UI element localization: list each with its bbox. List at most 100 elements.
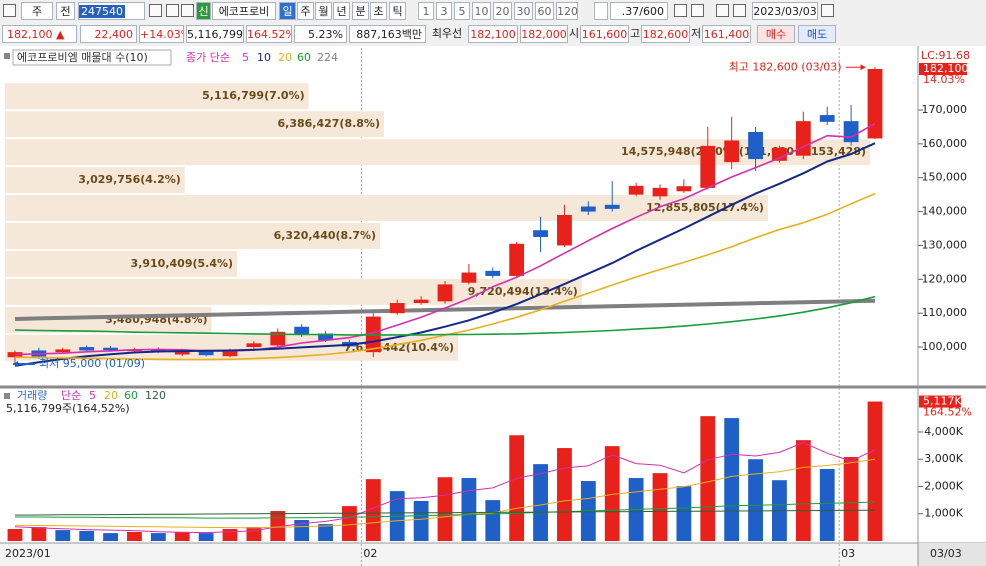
last-volume-rate: 164.52% <box>923 406 972 419</box>
tool-icon[interactable] <box>716 4 729 17</box>
candle-body <box>772 147 787 161</box>
volume-bar <box>318 524 333 541</box>
interval-button[interactable]: 5 <box>454 2 470 20</box>
volume-ratio: 164.52% <box>246 25 292 43</box>
interval-button[interactable]: 1 <box>418 2 434 20</box>
interval-button[interactable]: 3 <box>436 2 452 20</box>
x-tick-label: 02 <box>363 547 377 560</box>
menu-icon[interactable] <box>3 4 16 17</box>
candle-body <box>604 204 620 209</box>
x-axis-band <box>0 543 986 566</box>
profile-bar <box>5 111 384 138</box>
period-button[interactable]: 년 <box>333 2 350 20</box>
ma-line <box>14 142 876 367</box>
legend-entry: 20 <box>278 51 292 64</box>
candle-body <box>557 214 572 246</box>
candle-body <box>150 349 166 352</box>
profile-bar <box>5 278 582 305</box>
interval-button[interactable]: 60 <box>535 2 554 20</box>
dropdown-icon[interactable] <box>181 4 194 17</box>
volume-bar <box>533 464 548 541</box>
volume-bar <box>867 401 883 541</box>
volume-bar <box>485 500 501 541</box>
period-button[interactable]: 일 <box>279 2 296 20</box>
last-volume-label: 5,117K <box>923 395 962 408</box>
interval-button[interactable]: 30 <box>514 2 533 20</box>
volume-bar <box>198 533 214 541</box>
volume-ma-line <box>14 442 876 534</box>
volume-ma-line <box>14 458 876 529</box>
period-button[interactable]: 분 <box>352 2 369 20</box>
profile-label: 6,386,427(8.8%) <box>277 117 380 130</box>
sell-button[interactable]: 매도 <box>798 25 836 43</box>
legend-entry: 5 <box>242 51 249 64</box>
volume-bar <box>246 527 262 541</box>
market-select[interactable]: 주 <box>21 2 53 20</box>
bid: 182,000 <box>520 25 568 43</box>
panel-icon[interactable] <box>4 53 10 59</box>
count-box[interactable]: .37/600 <box>610 2 668 20</box>
candle-body <box>389 303 405 314</box>
profile-bar <box>5 167 185 194</box>
y-tick-label: 4,000K <box>924 425 963 438</box>
volume-bar <box>461 478 477 541</box>
interval-button[interactable]: 120 <box>556 2 578 20</box>
sound-icon[interactable] <box>166 4 179 17</box>
tool-icon[interactable] <box>674 4 687 17</box>
cursor-label: 03/03 <box>930 547 962 560</box>
y-tick-label: 2,000K <box>924 479 963 492</box>
volume-bar <box>604 446 620 541</box>
period-button[interactable]: 주 <box>297 2 314 20</box>
legend-ma-label: 종가 단순 <box>186 51 230 64</box>
candle-body <box>413 299 429 304</box>
volume-bar <box>7 529 23 541</box>
search-icon[interactable] <box>149 4 162 17</box>
high-label: 고 <box>629 27 641 40</box>
y-tick-label: 1,000K <box>924 507 963 520</box>
price: 182,100 ▲ <box>2 25 77 43</box>
profile-label: 3,910,409(5.4%) <box>131 257 234 270</box>
legend-title: 에코프로비엠 매물대 수(10) <box>17 51 148 64</box>
buy-button[interactable]: 매수 <box>757 25 795 43</box>
mode-select[interactable]: 전 <box>56 2 75 20</box>
interval-dropdown[interactable] <box>594 2 608 20</box>
volume-bar <box>795 440 811 541</box>
interval-button[interactable]: 20 <box>493 2 512 20</box>
volume-bar <box>724 418 740 541</box>
last-rate-label: 14.03% <box>923 73 965 86</box>
code-input[interactable]: 247540 <box>78 2 145 20</box>
profile-label: 12,855,805(17.4%) <box>646 201 764 214</box>
period-button[interactable]: 초 <box>370 2 387 20</box>
volume-bar <box>509 435 525 541</box>
tool-icon[interactable] <box>733 4 746 17</box>
tool-icon[interactable] <box>691 4 704 17</box>
y-tick-label: 150,000 <box>922 171 968 184</box>
y-tick-label: 130,000 <box>922 238 968 251</box>
candle-body <box>676 186 692 192</box>
credit-badge[interactable]: 신 <box>196 2 211 20</box>
y-tick-label: 100,000 <box>922 340 968 353</box>
profile-label: 5,116,799(7.0%) <box>202 89 305 102</box>
candle-body <box>485 270 501 276</box>
last-price-box <box>919 62 967 75</box>
candle-body <box>843 121 859 143</box>
volume-bar <box>700 416 716 541</box>
volume-legend-title: 거래량 <box>17 389 47 402</box>
y-tick-label: 170,000 <box>922 103 968 116</box>
interval-button[interactable]: 10 <box>472 2 491 20</box>
candle-body <box>867 68 883 139</box>
period-button[interactable]: 월 <box>315 2 332 20</box>
candle-body <box>628 185 644 195</box>
period-button[interactable]: 틱 <box>389 2 406 20</box>
candle-body <box>700 145 716 188</box>
profile-label: 6,320,440(8.7%) <box>274 229 377 242</box>
ma-line <box>14 295 876 336</box>
profile-label: 3,029,756(4.2%) <box>78 173 181 186</box>
date-box[interactable]: 2023/03/03 <box>752 2 818 20</box>
settings-icon[interactable] <box>821 4 834 17</box>
panel-icon[interactable] <box>4 393 10 399</box>
candle-body <box>55 349 71 353</box>
last-volume-box <box>919 395 961 408</box>
